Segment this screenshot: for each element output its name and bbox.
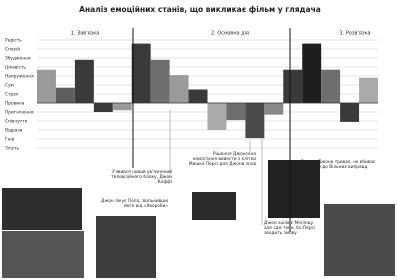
bar [94,103,113,112]
photo [2,188,82,230]
y-tick-label: Відраза [5,128,23,134]
caption: Рішення Джонсона намагання вивести з клі… [188,152,256,168]
section-label: 2. Основна дія [211,31,249,37]
y-tick-label: Співчуття [5,119,28,125]
bar [132,44,151,103]
y-tick-label: Цікавість [5,65,26,71]
photo [2,231,84,278]
bar [226,103,245,120]
photo [96,216,156,278]
bar [283,70,302,103]
y-tick-label: Радість [5,38,22,44]
bar [340,103,359,122]
chart-title: Аналіз емоційних станів, що викликає філ… [79,5,321,14]
bar [208,103,227,130]
page: {"chart_data": {"type": "bar", "title": … [0,0,397,280]
photo [324,204,395,276]
bar [264,103,283,115]
y-tick-label: Пригнічення [5,110,34,116]
bar [321,70,340,103]
bar [113,103,132,110]
caption: Джон зцілює Мелінду але сам тоне, бо Пер… [264,221,322,237]
bar [56,88,75,103]
y-tick-label: Збудження [5,56,31,62]
caption: З'явився новий ув'язнений телевізійного … [106,170,172,186]
chart: Аналіз емоційних станів, що викликає філ… [0,0,397,280]
caption: Страта Джона триває, не вбиває нащо до В… [294,160,382,170]
bar [151,60,170,103]
bar [245,103,264,138]
y-tick-label: Напруження [5,74,34,80]
caption: Джон лікує Пола, звільнивши його від «Хв… [100,199,168,209]
y-tick-label: Злість [5,146,20,152]
y-tick-label: Сум [5,83,14,89]
section-label: 1. Зав'язка [71,31,100,37]
section-label: 3. Розв'язка [339,31,370,37]
y-tick-label: Провина [5,101,25,107]
bar [37,70,56,103]
bar [75,60,94,103]
bar [359,78,378,103]
photo [192,192,236,220]
y-tick-label: Гнів [5,137,15,143]
y-tick-label: Страх [5,92,19,98]
y-tick-label: Спокій [5,46,20,53]
bar [302,44,321,103]
bar [189,90,208,104]
bar [170,75,189,103]
